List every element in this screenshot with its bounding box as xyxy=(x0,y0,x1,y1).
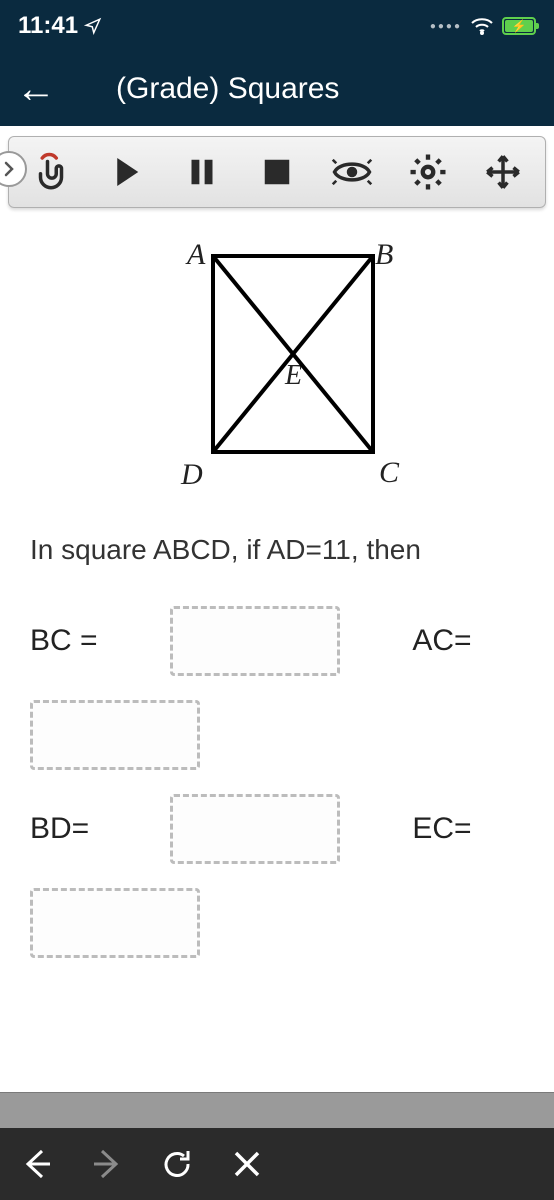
status-bar: 11:41 ●●●● ⚡ xyxy=(0,0,554,52)
bc-input[interactable] xyxy=(170,606,340,676)
bd-label: BD= xyxy=(30,812,150,846)
nav-back-button[interactable] xyxy=(20,1147,54,1181)
label-a: A xyxy=(185,238,206,271)
back-button[interactable]: ← xyxy=(16,67,56,112)
label-d: D xyxy=(180,458,203,491)
play-button[interactable] xyxy=(90,144,161,200)
bottom-nav xyxy=(0,1128,554,1200)
answer-grid: BC = AC= BD= EC= xyxy=(30,606,524,958)
view-icon[interactable] xyxy=(317,144,388,200)
stop-button[interactable] xyxy=(241,144,312,200)
ac-input[interactable] xyxy=(30,700,200,770)
label-c: C xyxy=(379,456,400,489)
pause-button[interactable] xyxy=(166,144,237,200)
nav-forward-button[interactable] xyxy=(90,1147,124,1181)
bc-label: BC = xyxy=(30,624,150,658)
refresh-button[interactable] xyxy=(160,1147,194,1181)
ec-input[interactable] xyxy=(30,888,200,958)
app-header: ← (Grade) Squares xyxy=(0,52,554,126)
content-area: A B C D E In square ABCD, if AD=11, then… xyxy=(0,208,554,958)
ac-label: AC= xyxy=(412,624,524,658)
battery-icon: ⚡ xyxy=(502,17,536,35)
divider-strip xyxy=(0,1092,554,1128)
bd-input[interactable] xyxy=(170,794,340,864)
close-button[interactable] xyxy=(230,1147,264,1181)
settings-button[interactable] xyxy=(392,144,463,200)
media-toolbar xyxy=(8,136,546,208)
status-time-group: 11:41 xyxy=(18,12,102,40)
ec-label: EC= xyxy=(412,812,524,846)
problem-text: In square ABCD, if AD=11, then xyxy=(30,534,524,566)
status-right: ●●●● ⚡ xyxy=(430,16,536,36)
page-title: (Grade) Squares xyxy=(116,72,339,106)
wifi-icon xyxy=(470,16,494,36)
status-time: 11:41 xyxy=(18,12,78,40)
charging-icon: ⚡ xyxy=(512,19,527,33)
label-b: B xyxy=(375,238,393,271)
signal-dots-icon: ●●●● xyxy=(430,21,462,32)
location-icon xyxy=(84,17,102,35)
square-diagram: A B C D E xyxy=(30,234,524,494)
move-button[interactable] xyxy=(468,144,539,200)
